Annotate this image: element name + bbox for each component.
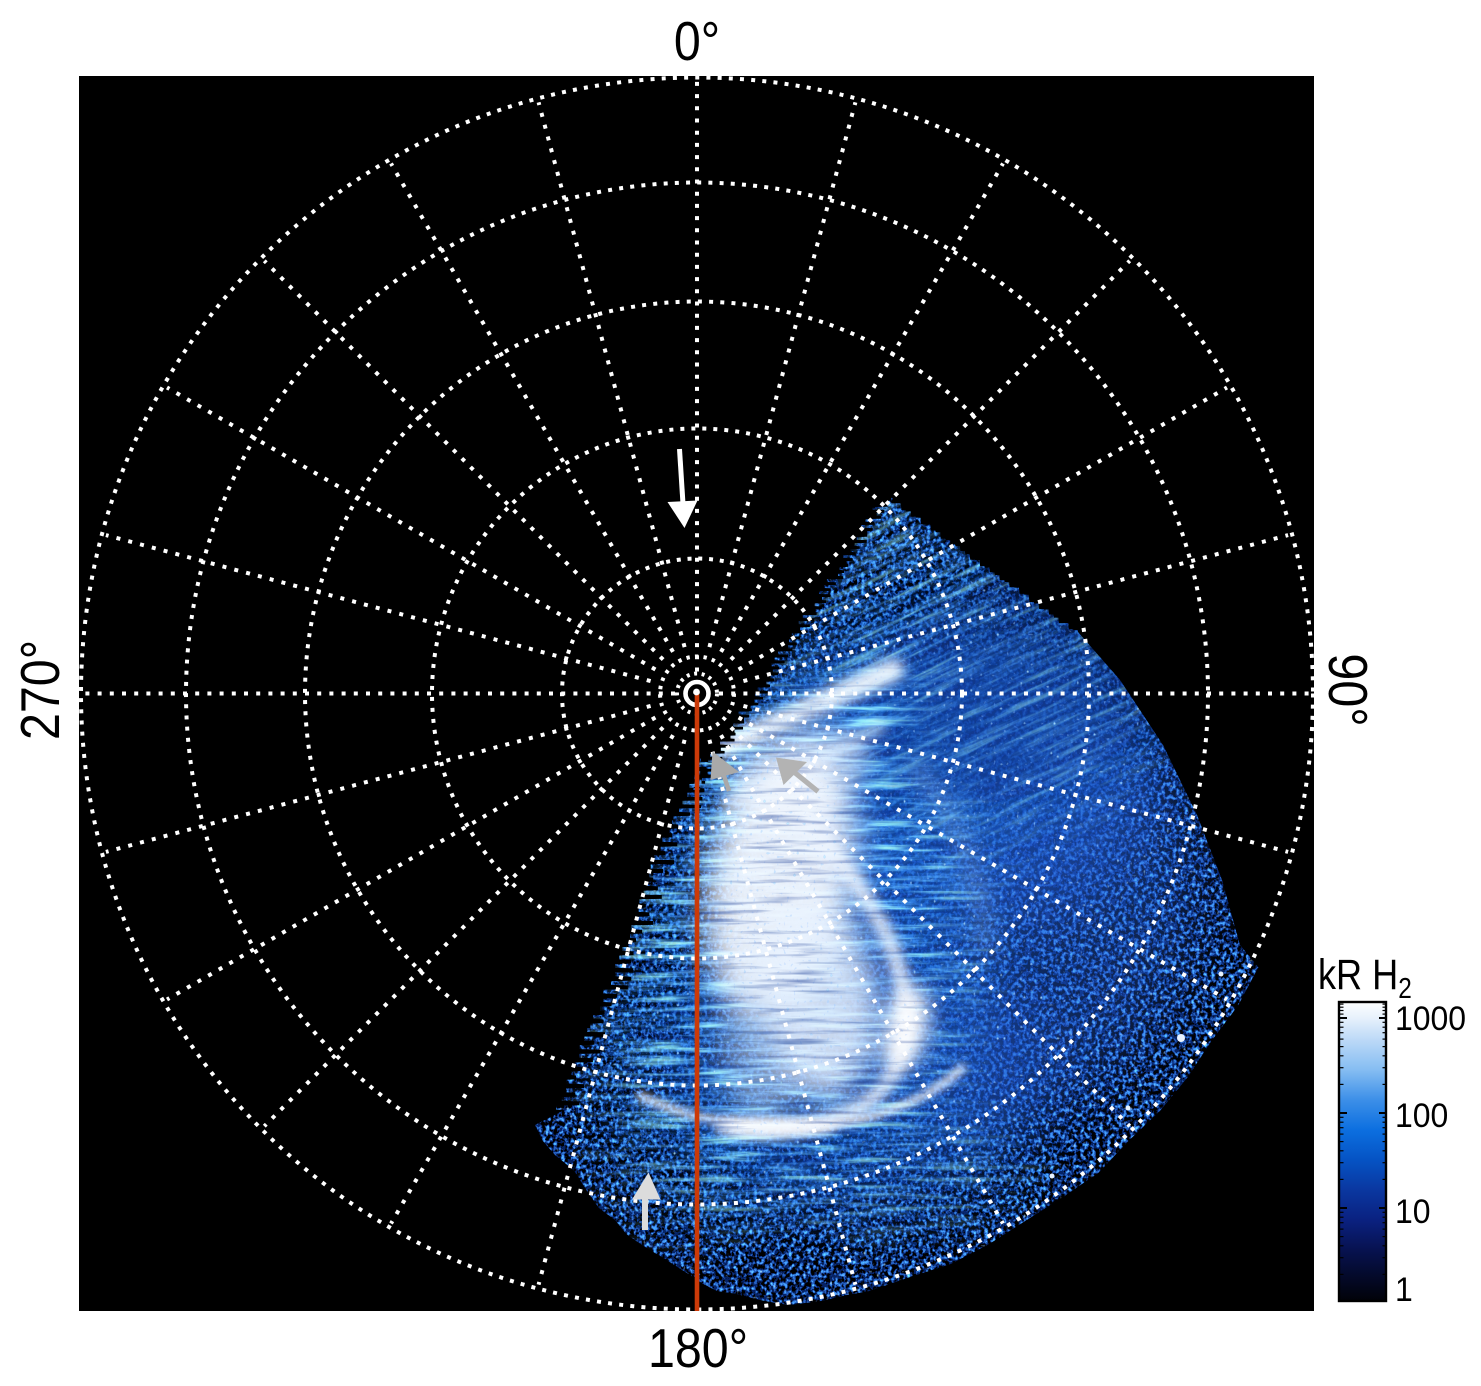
svg-text:1: 1 — [1395, 1270, 1413, 1308]
svg-text:10: 10 — [1395, 1192, 1431, 1230]
svg-text:270°: 270° — [9, 640, 71, 740]
svg-text:100: 100 — [1395, 1096, 1448, 1134]
svg-text:180°: 180° — [648, 1317, 748, 1379]
svg-text:0°: 0° — [674, 10, 720, 72]
svg-text:1000: 1000 — [1395, 999, 1466, 1037]
svg-text:kR H2: kR H2 — [1318, 951, 1412, 1004]
svg-text:90°: 90° — [1317, 653, 1379, 726]
